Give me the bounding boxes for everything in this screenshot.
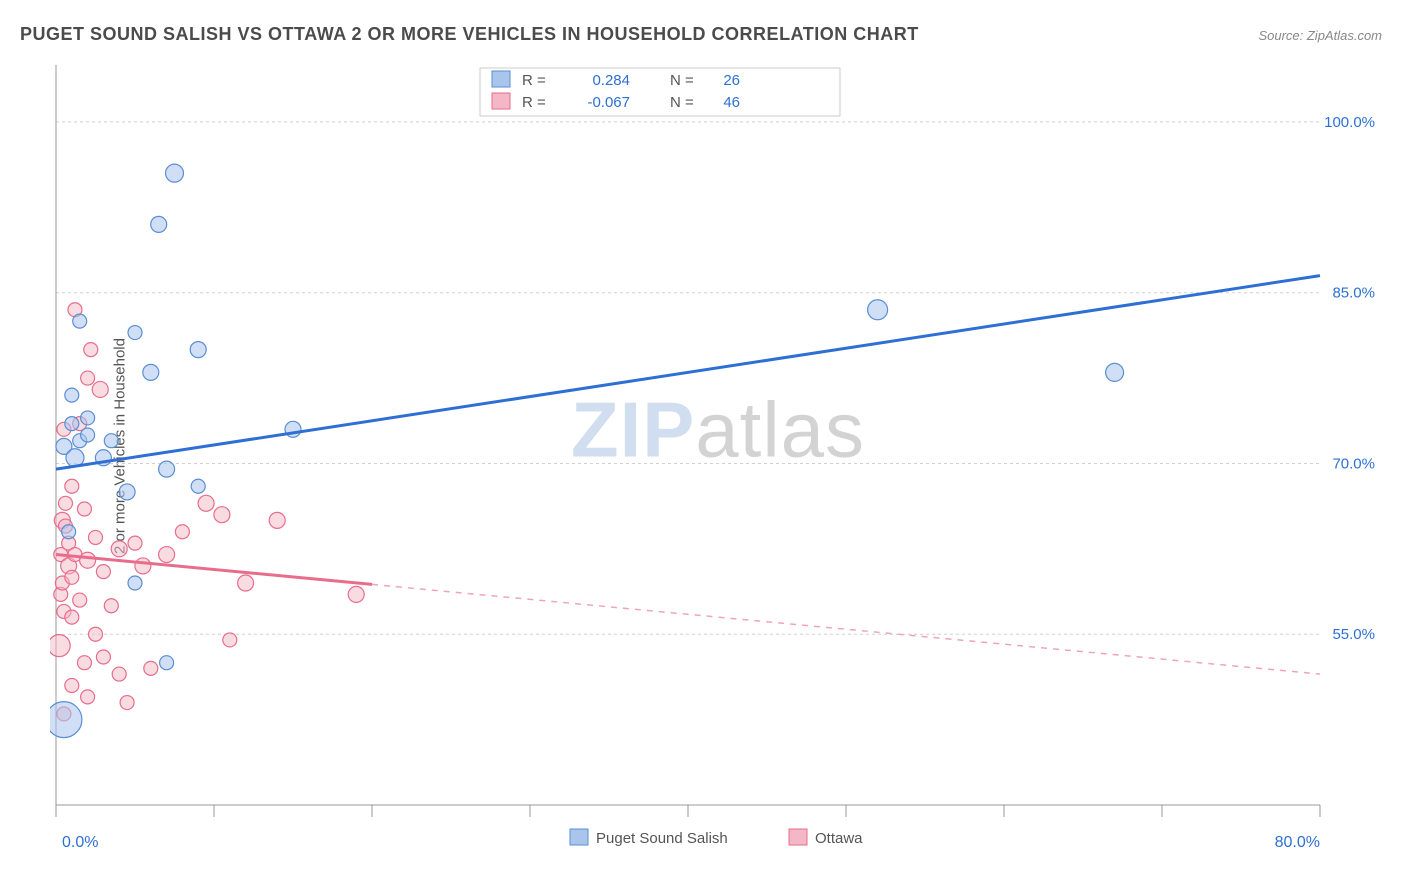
data-point	[77, 502, 91, 516]
data-point	[80, 552, 96, 568]
data-point	[58, 496, 72, 510]
data-point	[112, 667, 126, 681]
data-point	[96, 565, 110, 579]
data-point	[223, 633, 237, 647]
data-point	[128, 576, 142, 590]
data-point	[65, 417, 79, 431]
chart-container: PUGET SOUND SALISH VS OTTAWA 2 OR MORE V…	[0, 0, 1406, 892]
y-tick-label: 70.0%	[1332, 455, 1375, 472]
bottom-legend-label: Puget Sound Salish	[596, 830, 728, 847]
data-point	[119, 484, 135, 500]
data-point	[868, 300, 888, 320]
data-point	[143, 364, 159, 380]
data-point	[1106, 363, 1124, 381]
data-point	[151, 216, 167, 232]
data-point	[65, 610, 79, 624]
data-point	[73, 314, 87, 328]
plot-svg: 55.0% 70.0% 85.0% 100.0% 0.0% 80.0% R = 0.284 N …	[50, 65, 1386, 855]
data-point	[348, 586, 364, 602]
legend-r-value: -0.067	[587, 94, 630, 111]
data-point	[81, 428, 95, 442]
trend-line-dash	[372, 584, 1320, 674]
data-point	[135, 558, 151, 574]
plot-wrapper: 55.0%70.0%85.0%100.0%0.0%80.0%R =0.284N …	[50, 65, 1386, 825]
data-point	[81, 690, 95, 704]
legend-n-label: N =	[670, 72, 694, 89]
data-point	[65, 570, 79, 584]
chart-title: PUGET SOUND SALISH VS OTTAWA 2 OR MORE V…	[20, 24, 919, 45]
data-point	[50, 702, 82, 738]
data-point	[96, 650, 110, 664]
bottom-legend-swatch	[789, 829, 807, 845]
data-point	[128, 536, 142, 550]
data-point	[104, 599, 118, 613]
data-point	[84, 343, 98, 357]
data-point	[144, 661, 158, 675]
data-point	[159, 547, 175, 563]
legend-n-value: 46	[723, 94, 740, 111]
data-point	[191, 479, 205, 493]
data-point	[73, 593, 87, 607]
data-point	[166, 164, 184, 182]
legend-swatch	[492, 93, 510, 109]
data-point	[238, 575, 254, 591]
data-point	[77, 656, 91, 670]
data-point	[160, 656, 174, 670]
legend-r-label: R =	[522, 72, 546, 89]
data-point	[111, 541, 127, 557]
legend-n-label: N =	[670, 94, 694, 111]
data-point	[81, 371, 95, 385]
data-point	[175, 525, 189, 539]
bottom-legend-swatch	[570, 829, 588, 845]
y-tick-label: 85.0%	[1332, 285, 1375, 302]
data-point	[62, 525, 76, 539]
data-point	[159, 461, 175, 477]
data-point	[92, 381, 108, 397]
legend-r-value: 0.284	[592, 72, 630, 89]
data-point	[65, 479, 79, 493]
y-tick-label: 100.0%	[1324, 114, 1375, 131]
data-point	[104, 434, 118, 448]
bottom-legend-label: Ottawa	[815, 830, 863, 847]
data-point	[50, 635, 70, 657]
legend-r-label: R =	[522, 94, 546, 111]
x-tick-label-last: 80.0%	[1275, 834, 1320, 851]
data-point	[89, 530, 103, 544]
legend-swatch	[492, 71, 510, 87]
data-point	[190, 342, 206, 358]
data-point	[128, 326, 142, 340]
data-point	[81, 411, 95, 425]
source-attribution: Source: ZipAtlas.com	[1258, 28, 1382, 43]
data-point	[65, 678, 79, 692]
y-tick-label: 55.0%	[1332, 626, 1375, 643]
trend-line	[56, 276, 1320, 470]
data-point	[269, 512, 285, 528]
legend-n-value: 26	[723, 72, 740, 89]
data-point	[89, 627, 103, 641]
data-point	[65, 388, 79, 402]
data-point	[120, 696, 134, 710]
data-point	[198, 495, 214, 511]
data-point	[214, 507, 230, 523]
x-tick-label-first: 0.0%	[62, 834, 98, 851]
